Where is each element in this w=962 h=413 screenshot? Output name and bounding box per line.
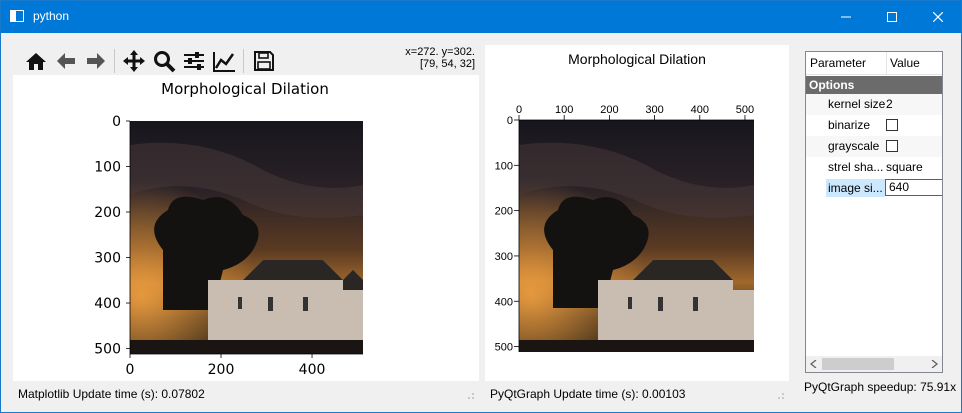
pan-button[interactable] bbox=[121, 48, 147, 74]
matplotlib-image bbox=[130, 121, 363, 354]
param-value[interactable]: 2 bbox=[886, 97, 893, 111]
x-tick-label: 400 bbox=[691, 104, 709, 116]
back-icon bbox=[57, 53, 75, 69]
app-icon bbox=[10, 10, 24, 22]
toolbar-separator bbox=[114, 49, 115, 73]
edit-axis-icon bbox=[213, 52, 235, 72]
pyqtgraph-panel: Morphological Dilation 0 100 200 300 400 500 … bbox=[485, 45, 789, 381]
window-title: python bbox=[33, 9, 70, 23]
matplotlib-status: Matplotlib Update time (s): 0.07802 bbox=[18, 387, 205, 401]
pan-icon bbox=[123, 50, 145, 72]
home-button[interactable] bbox=[23, 48, 49, 74]
pyqtgraph-title: Morphological Dilation bbox=[568, 51, 706, 67]
title-bar: python bbox=[1, 1, 961, 33]
y-tick-label: 400 bbox=[495, 296, 513, 308]
minimize-button[interactable] bbox=[823, 1, 869, 33]
forward-icon bbox=[87, 53, 105, 69]
horizontal-scrollbar[interactable] bbox=[806, 356, 942, 372]
x-tick-label: 300 bbox=[645, 104, 663, 116]
param-row-binarize[interactable]: binarize bbox=[806, 115, 942, 136]
minimize-icon bbox=[841, 16, 851, 18]
param-value[interactable]: square bbox=[886, 160, 923, 174]
param-key: image si... bbox=[826, 179, 885, 197]
y-tick-label: 500 bbox=[495, 342, 513, 354]
close-button[interactable] bbox=[915, 1, 961, 33]
header-parameter[interactable]: Parameter bbox=[810, 56, 867, 70]
close-icon bbox=[933, 12, 943, 22]
y-tick-label: 300 bbox=[94, 251, 121, 267]
y-tick-label: 0 bbox=[112, 114, 121, 130]
grayscale-checkbox[interactable] bbox=[886, 140, 898, 152]
x-tick-label: 200 bbox=[208, 362, 235, 378]
param-row-kernel-size[interactable]: kernel size 2 bbox=[806, 94, 942, 115]
pyqtgraph-x-ticks: 0 100 200 300 400 500 bbox=[516, 104, 754, 120]
scroll-right-icon[interactable] bbox=[930, 360, 938, 368]
coord-line-1: x=272. y=302. bbox=[405, 46, 475, 58]
home-icon bbox=[26, 53, 46, 70]
speedup-label: PyQtGraph speedup: 75.91x bbox=[804, 380, 957, 394]
parameter-tree: Parameter Value Options kernel size 2 bi… bbox=[805, 51, 943, 373]
param-key: strel sha... bbox=[828, 160, 884, 174]
image-size-input[interactable]: 640 bbox=[885, 179, 942, 196]
param-key: binarize bbox=[828, 118, 871, 132]
zoom-button[interactable] bbox=[151, 48, 177, 74]
param-row-image-size[interactable]: image si... 640 bbox=[806, 178, 942, 199]
header-value[interactable]: Value bbox=[890, 56, 920, 70]
size-grip-icon[interactable] bbox=[777, 392, 785, 400]
cursor-coordinates: x=272. y=302. [79, 54, 32] bbox=[405, 46, 475, 70]
pyqtgraph-image bbox=[519, 120, 754, 352]
y-tick-label: 400 bbox=[94, 296, 121, 312]
configure-subplots-icon bbox=[184, 52, 204, 70]
binarize-checkbox[interactable] bbox=[886, 119, 898, 131]
configure-subplots-button[interactable] bbox=[181, 48, 207, 74]
matplotlib-title: Morphological Dilation bbox=[161, 80, 329, 98]
x-tick-label: 200 bbox=[600, 104, 618, 116]
edit-axis-button[interactable] bbox=[211, 48, 237, 74]
y-tick-label: 300 bbox=[495, 251, 513, 263]
maximize-icon bbox=[887, 12, 897, 22]
matplotlib-toolbar: x=272. y=302. [79, 54, 32] bbox=[13, 45, 479, 75]
pyqtgraph-y-ticks: 0 100 200 300 400 500 bbox=[495, 115, 519, 354]
y-tick-label: 0 bbox=[507, 115, 513, 127]
x-tick-label: 100 bbox=[555, 104, 573, 116]
toolbar-separator bbox=[243, 49, 244, 73]
x-tick-label: 400 bbox=[299, 362, 326, 378]
coord-line-2: [79, 54, 32] bbox=[419, 58, 475, 70]
matplotlib-y-ticks: 0 100 200 300 400 500 bbox=[94, 114, 130, 358]
x-tick-label: 0 bbox=[516, 104, 522, 116]
param-key: grayscale bbox=[828, 139, 880, 153]
parameter-tree-header: Parameter Value bbox=[806, 52, 942, 75]
y-tick-label: 100 bbox=[94, 160, 121, 176]
scrollbar-thumb[interactable] bbox=[822, 358, 894, 370]
matplotlib-figure: Morphological Dilation 0100200300400500 … bbox=[94, 80, 363, 378]
maximize-button[interactable] bbox=[869, 1, 915, 33]
back-button[interactable] bbox=[53, 48, 79, 74]
save-icon bbox=[254, 51, 274, 71]
matplotlib-x-ticks: 0 200 400 bbox=[126, 354, 326, 378]
group-options[interactable]: Options bbox=[806, 76, 942, 94]
param-row-strel-shape[interactable]: strel sha... square bbox=[806, 157, 942, 178]
y-tick-label: 200 bbox=[495, 206, 513, 218]
y-tick-label: 500 bbox=[94, 342, 121, 358]
y-tick-label: 200 bbox=[94, 205, 121, 221]
forward-button[interactable] bbox=[83, 48, 109, 74]
param-row-grayscale[interactable]: grayscale bbox=[806, 136, 942, 157]
x-tick-label: 0 bbox=[126, 362, 135, 378]
scroll-left-icon[interactable] bbox=[810, 360, 818, 368]
pyqtgraph-status: PyQtGraph Update time (s): 0.00103 bbox=[490, 387, 686, 401]
save-button[interactable] bbox=[251, 48, 277, 74]
x-tick-label: 500 bbox=[736, 104, 754, 116]
zoom-icon bbox=[154, 51, 176, 73]
group-label: Options bbox=[809, 78, 855, 92]
size-grip-icon[interactable] bbox=[467, 392, 475, 400]
y-tick-label: 100 bbox=[495, 160, 513, 172]
param-key: kernel size bbox=[828, 97, 886, 111]
